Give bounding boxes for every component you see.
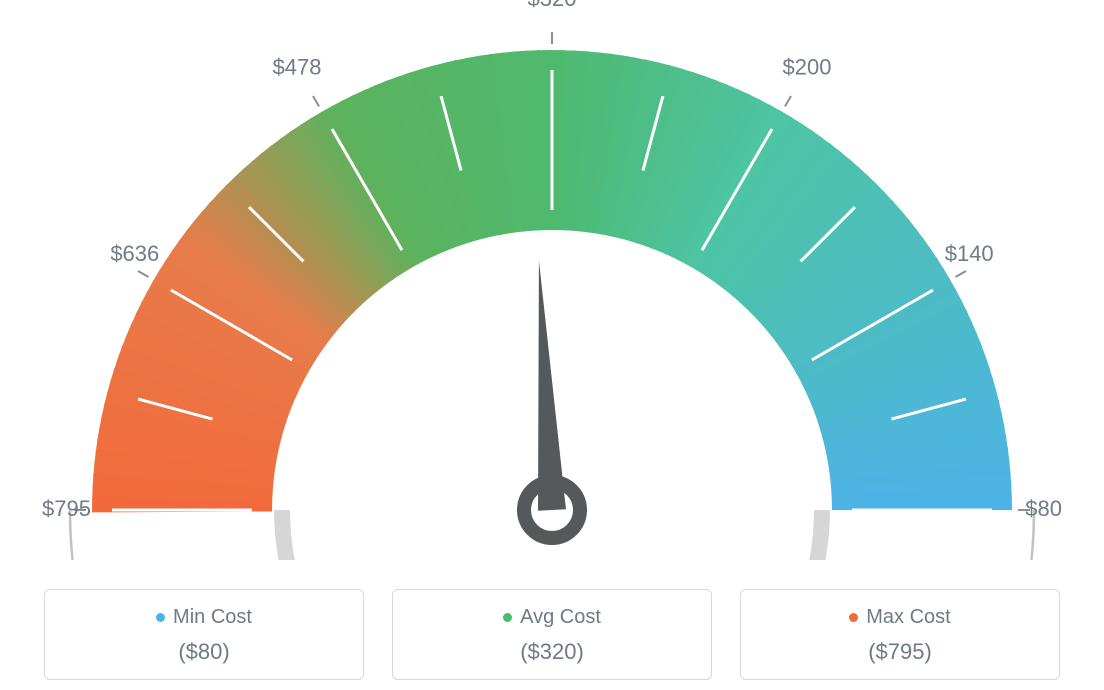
legend-label-text: Min Cost (173, 606, 252, 629)
legend-max-label: Max Cost (849, 606, 950, 629)
legend-min-label: Min Cost (156, 606, 252, 629)
gauge-tick-label: $80 (1025, 496, 1062, 521)
gauge-tick-label: $478 (273, 54, 322, 79)
gauge-tick-label: $320 (528, 0, 577, 11)
legend-label-text: Avg Cost (520, 606, 601, 629)
legend-min-value: ($80) (63, 639, 345, 665)
gauge-tick-label: $140 (945, 241, 994, 266)
gauge-svg: $80 $140 $200 $320 $478 $636 $795 (0, 0, 1104, 560)
legend-label-text: Max Cost (866, 606, 950, 629)
gauge-chart: $80 $140 $200 $320 $478 $636 $795 (0, 0, 1104, 560)
gauge-needle (538, 260, 566, 510)
gauge-tick-label: $636 (110, 241, 159, 266)
dot-icon (503, 613, 512, 622)
legend-max-value: ($795) (759, 639, 1041, 665)
legend-avg: Avg Cost ($320) (392, 589, 712, 680)
dot-icon (156, 613, 165, 622)
gauge-tick-label: $200 (783, 54, 832, 79)
legend-row: Min Cost ($80) Avg Cost ($320) Max Cost … (0, 589, 1104, 680)
legend-max: Max Cost ($795) (740, 589, 1060, 680)
dot-icon (849, 613, 858, 622)
legend-avg-label: Avg Cost (503, 606, 601, 629)
legend-min: Min Cost ($80) (44, 589, 364, 680)
legend-avg-value: ($320) (411, 639, 693, 665)
gauge-tick-label: $795 (42, 496, 91, 521)
